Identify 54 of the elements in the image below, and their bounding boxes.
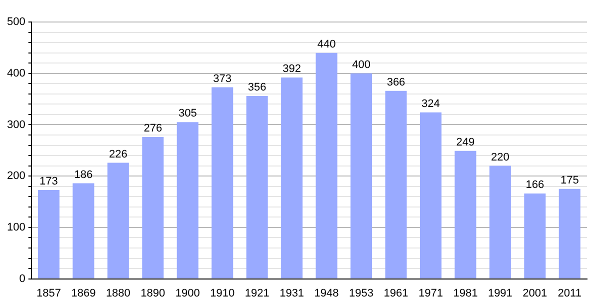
data-label: 276: [144, 122, 162, 135]
y-tick-label: 400: [6, 67, 26, 80]
data-label: 366: [386, 76, 406, 88]
x-tick-label: 1880: [106, 287, 130, 300]
bar: [316, 52, 338, 278]
data-label: 400: [352, 58, 370, 71]
y-tick-label: 200: [6, 170, 26, 182]
x-tick-label: 1991: [488, 287, 512, 300]
bar: [38, 190, 60, 278]
data-label: 226: [108, 148, 128, 160]
x-tick-label: 1910: [210, 287, 235, 300]
bar: [350, 73, 372, 278]
bar: [246, 96, 268, 278]
data-label: 356: [248, 81, 266, 94]
bar: [72, 183, 94, 278]
bar: [281, 77, 303, 278]
x-tick-label: 1890: [140, 287, 166, 300]
data-label: 324: [422, 98, 440, 110]
x-tick-label: 1857: [36, 287, 61, 300]
data-label: 440: [317, 38, 336, 50]
bar: [524, 194, 546, 278]
x-tick-label: 1900: [175, 287, 200, 300]
x-tick-label: 2001: [522, 287, 548, 300]
data-label: 186: [74, 168, 93, 181]
bar: [385, 90, 407, 278]
x-tick-label: 1953: [349, 287, 374, 300]
bar: [212, 87, 234, 278]
x-tick-label: 1971: [418, 287, 443, 300]
x-tick-label: 1961: [384, 287, 408, 300]
x-tick-label: 1921: [244, 287, 270, 300]
y-tick-label: 500: [6, 16, 26, 28]
bar: [420, 112, 442, 278]
x-tick-label: 1869: [71, 287, 96, 300]
y-tick-label: 0: [19, 272, 26, 285]
x-tick-label: 1948: [314, 287, 339, 300]
x-tick-label: 1981: [453, 287, 478, 300]
bar: [107, 162, 129, 278]
data-label: 305: [178, 108, 197, 120]
bar: [142, 137, 164, 278]
x-tick-label: 2011: [558, 287, 582, 300]
data-label: 173: [40, 175, 58, 188]
data-label: 392: [282, 63, 301, 75]
data-label: 249: [456, 136, 475, 148]
y-tick-label: 100: [6, 221, 26, 234]
data-label: 220: [491, 151, 510, 164]
bar: [176, 122, 198, 278]
bar: [558, 188, 580, 278]
x-tick-label: 1931: [280, 287, 304, 300]
bar: [454, 150, 476, 278]
data-label: 373: [213, 72, 232, 85]
data-label: 175: [560, 174, 579, 186]
data-label: 166: [526, 179, 544, 192]
y-tick-label: 300: [6, 118, 26, 131]
bar: [489, 166, 511, 278]
